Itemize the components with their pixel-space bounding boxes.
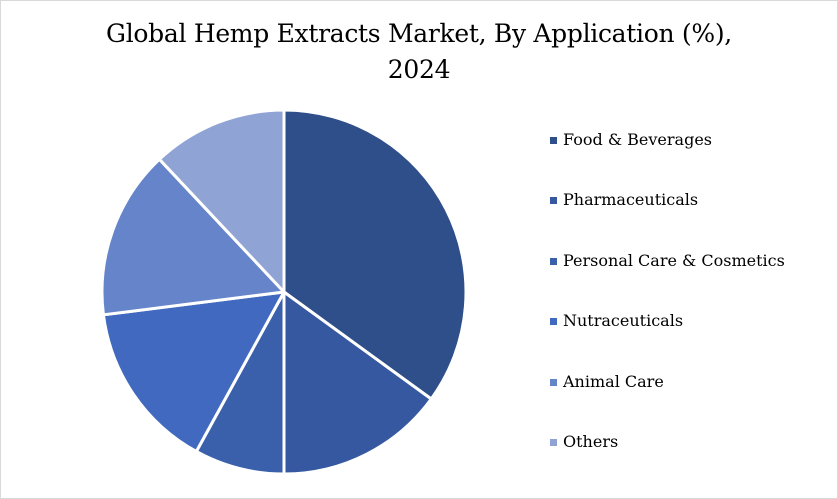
- pie-slice-animal-care: [100, 157, 286, 317]
- legend-label: Nutraceuticals: [563, 311, 684, 331]
- legend-swatch: [550, 378, 557, 386]
- pie-slice-nutraceuticals: [101, 290, 286, 453]
- legend-swatch: [550, 318, 557, 326]
- pie-slice-others: [157, 108, 286, 294]
- legend-swatch: [550, 197, 557, 205]
- legend-label: Pharmaceuticals: [563, 190, 699, 210]
- legend-swatch: [550, 438, 557, 446]
- pie-slices: [100, 108, 468, 476]
- legend-label: Others: [563, 431, 619, 451]
- pie-slice-food-beverages: [282, 108, 468, 401]
- chart-title: Global Hemp Extracts Market, By Applicat…: [0, 16, 838, 88]
- legend-label: Food & Beverages: [563, 130, 712, 149]
- pie-slice-pharmaceuticals: [282, 290, 433, 476]
- legend-swatch: [550, 137, 557, 144]
- pie-slice-personal-care-cosmetics: [194, 290, 286, 476]
- chart-title-line-2: 2024: [387, 55, 451, 84]
- legend-label: Animal Care: [563, 371, 664, 391]
- chart-title-line-1: Global Hemp Extracts Market, By Applicat…: [106, 19, 732, 48]
- legend-swatch: [550, 257, 557, 265]
- legend-label: Personal Care & Cosmetics: [563, 250, 785, 270]
